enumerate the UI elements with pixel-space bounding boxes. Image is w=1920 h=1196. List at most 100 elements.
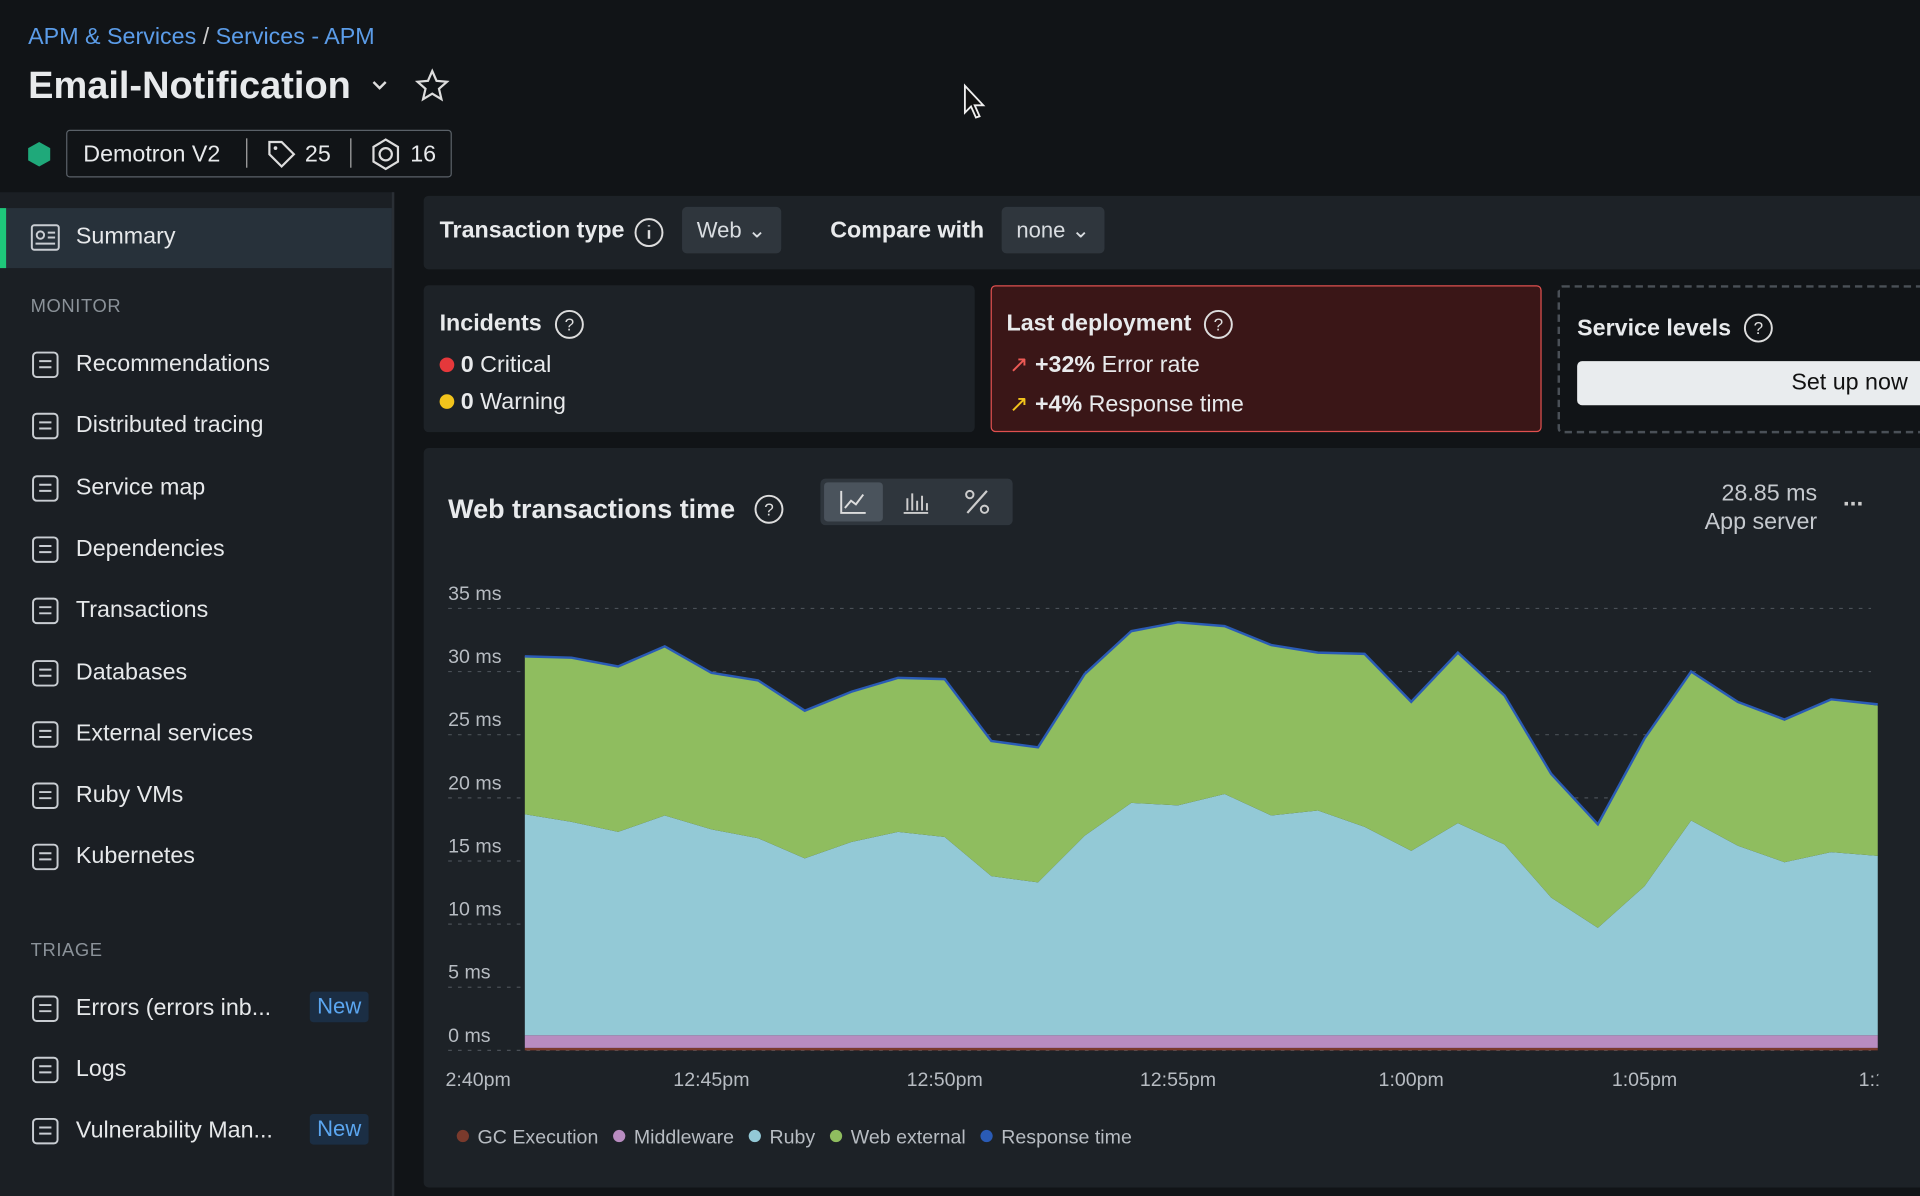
nav-label: Distributed tracing [75,412,264,439]
nav-item[interactable]: Distributed tracing [29,408,263,445]
icon [32,1056,59,1084]
page-title[interactable]: Email-Notification [28,63,351,107]
nav-summary-active[interactable] [0,208,392,269]
nav-label: Service map [75,474,206,501]
info-icon[interactable] [633,217,665,249]
legend-label: Response time [1001,1126,1132,1148]
nav-label: Databases [75,659,188,685]
divider [350,138,352,168]
breadcrumb[interactable]: APM & Services [28,24,197,51]
y-tick-label: 10 ms [448,899,502,921]
icon [32,413,59,440]
nav-item[interactable]: External services [29,716,253,753]
nav-item[interactable]: Summary [29,219,175,256]
dropdown-value: none [1016,217,1066,243]
card-title: Last deployment [1006,310,1192,337]
deployment-response-time: ↗ +4% Response time [1009,391,1244,419]
help-icon[interactable]: ? [1742,312,1774,344]
stacked-area [524,1047,1878,1051]
entity-tags[interactable]: Demotron V2 25 16 [66,129,452,178]
service-levels-card: Service levels ? Set up now [1557,285,1920,434]
nav-label: Dependencies [75,536,225,562]
help-icon[interactable]: ? [553,308,585,340]
nav-label: Ruby VMs [75,782,184,809]
related-icon [372,138,400,171]
incidents-card[interactable]: Incidents ? 0 Critical 0 Warning [423,285,975,433]
legend-swatch [748,1129,761,1143]
chart-title: Web transactions time [448,493,736,524]
areas [524,622,1878,1051]
nav-label: Transactions [75,597,209,624]
tag-icon [268,140,296,169]
y-tick-label: 25 ms [448,709,502,731]
incident-critical: 0 Critical [439,353,551,380]
help-icon[interactable]: ? [1202,308,1234,340]
nav-item[interactable]: Transactions [29,593,208,630]
compare-dropdown[interactable]: none ⌄ [1001,206,1105,254]
tag-count: 25 [304,142,331,168]
response-time-line [524,621,1878,827]
x-tick-labels: 2:40pm 12:45pm 12:50pm 12:55pm 1:00pm 1:05pm 1… [446,1069,1879,1091]
change: +4% [1034,391,1083,418]
icon [32,782,59,810]
icon [32,536,59,563]
nav-item[interactable]: Vulnerability Man... [29,1113,273,1150]
icon [32,844,59,871]
nav-item[interactable]: Ruby VMs [29,777,183,814]
incident-warning: 0 Warning [439,389,566,416]
mouse-cursor [963,83,986,119]
nav-item[interactable]: Service map [29,470,205,507]
dropdown-value: Web [696,217,742,243]
legend-label: Ruby [770,1126,816,1148]
nav-item[interactable]: Recommendations [29,346,270,383]
new-badge: New [309,1114,369,1145]
nav-item[interactable]: Databases [29,654,187,691]
chart-menu[interactable]: ... [1842,484,1864,512]
dot [439,394,455,409]
label: Warning [480,389,566,416]
nav-item[interactable]: Logs [29,1052,126,1089]
breadcrumb[interactable]: Services - APM [215,24,375,51]
card-title: Incidents [439,310,542,337]
y-tick-label: 5 ms [448,962,491,984]
nav-section-title: TRIAGE [30,939,103,961]
stacked-area [524,1035,1878,1048]
x-tick-label: 12:50pm [907,1069,983,1091]
legend-label: Middleware [634,1126,734,1148]
nav-label: Errors (errors inb... [75,994,272,1021]
nav-label: External services [75,720,254,747]
area-icon [840,490,866,514]
bar-icon[interactable] [901,488,930,515]
legend-swatch [829,1129,843,1143]
transaction-type-dropdown[interactable]: Web ⌄ [682,206,781,254]
arrow: ↗ [1008,391,1029,418]
svg-text:?: ? [1214,315,1224,335]
icon [32,597,59,625]
icon [32,995,59,1022]
nav-item[interactable]: Errors (errors inb... [29,990,271,1027]
x-tick-label: 1:05pm [1612,1069,1677,1091]
y-tick-label: 0 ms [448,1025,491,1047]
legend-swatch [456,1129,469,1143]
arrow: ↗ [1008,352,1029,379]
deployment-card[interactable]: Last deployment ? ↗ +32% Error rate ↗ +4… [990,285,1542,433]
favorite-star[interactable] [415,68,450,103]
nav-label: Kubernetes [75,843,195,870]
help-icon[interactable]: ? [753,493,785,525]
nav-item[interactable]: Kubernetes [29,839,195,876]
legend-label: Web external [851,1126,966,1148]
summary-label: App server [1704,509,1818,535]
chart: 0 ms 5 ms 10 ms 15 ms 20 ms 25 ms 30 ms 35 ms 2:… [446,583,1879,1149]
title-caret[interactable] [370,78,390,93]
dot [439,357,455,373]
setup-button[interactable]: Set up now [1577,361,1920,406]
toolbar: Transaction type Web ⌄ Compare with none… [423,195,1920,270]
nav-label: Logs [75,1056,127,1083]
label: Error rate [1101,352,1200,379]
nav-item[interactable]: Dependencies [29,531,225,568]
percent-icon[interactable] [962,488,991,515]
breadcrumbs: APM & Services / Services - APM [28,24,375,51]
y-tick-label: 20 ms [448,772,502,794]
icon [32,721,59,748]
transaction-type-label: Transaction type [439,217,625,244]
